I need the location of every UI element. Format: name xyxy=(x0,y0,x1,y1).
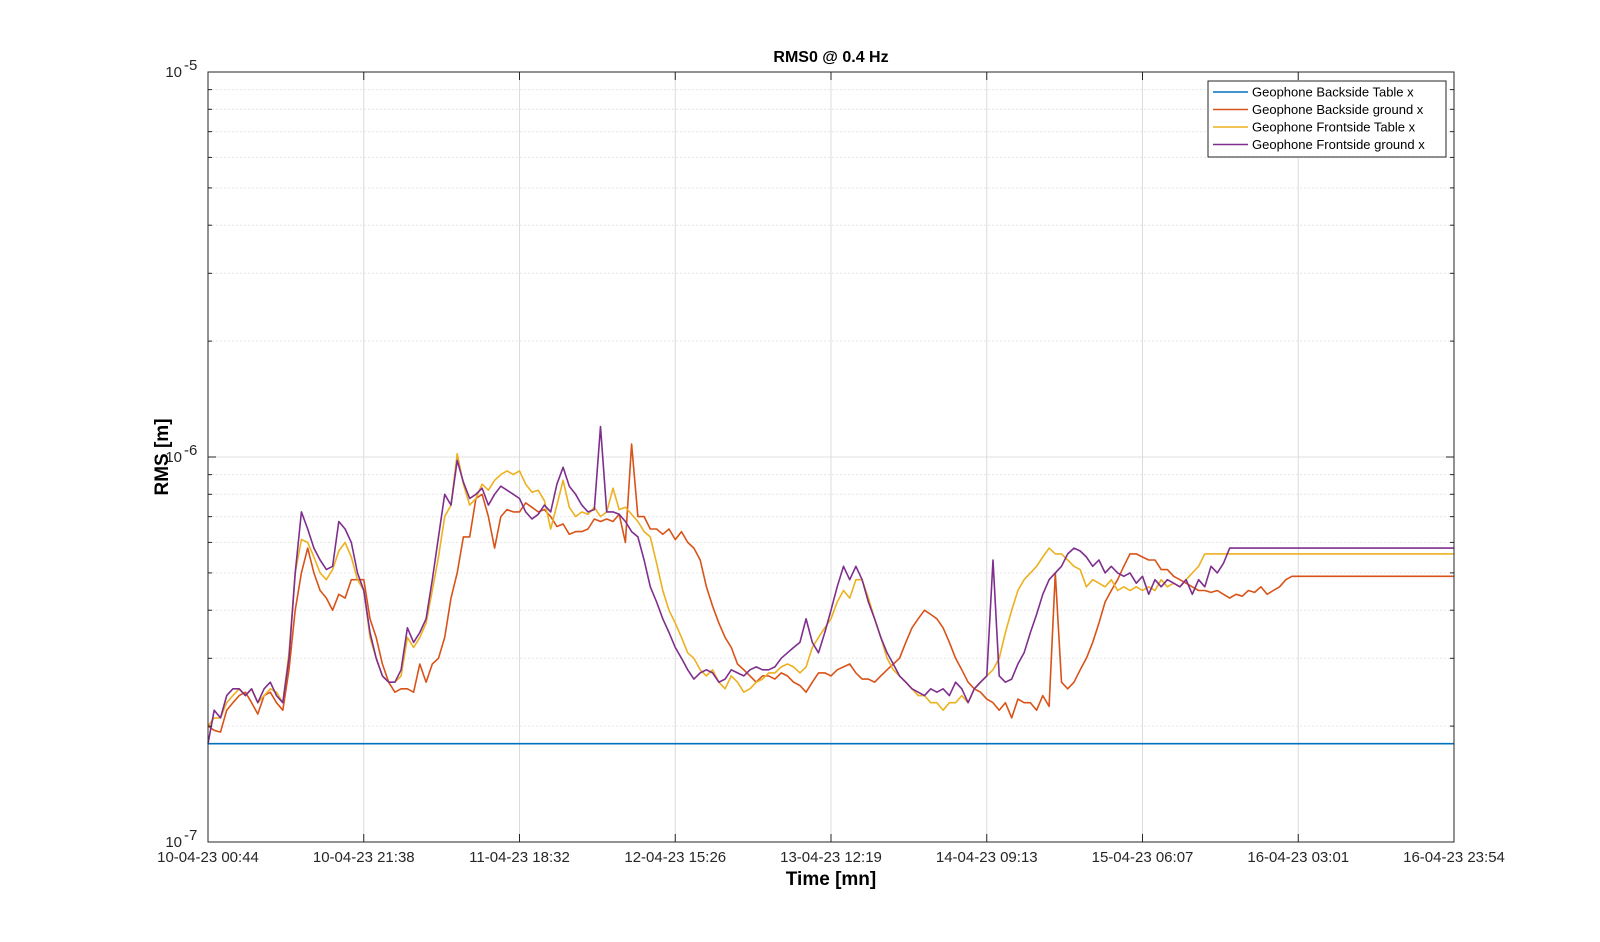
y-tick-label-exponent: -6 xyxy=(184,442,197,459)
x-tick-label: 10-04-23 00:44 xyxy=(157,849,259,866)
x-tick-label: 16-04-23 03:01 xyxy=(1247,849,1349,866)
series-lines xyxy=(207,425,1454,745)
x-tick-label: 16-04-23 23:54 xyxy=(1403,849,1505,866)
legend-label: Geophone Backside Table x xyxy=(1252,85,1414,100)
series-line-2 xyxy=(207,443,1454,733)
y-tick-label: 10 xyxy=(165,449,182,466)
legend: Geophone Backside Table x Geophone Backsi… xyxy=(1207,80,1447,158)
x-tick-label: 14-04-23 09:13 xyxy=(936,849,1038,866)
y-tick-label: 10 xyxy=(165,834,182,851)
legend-label: Geophone Frontside ground x xyxy=(1252,137,1425,152)
y-tick-labels: 10-710-610-5 xyxy=(165,57,197,851)
legend-label: Geophone Backside ground x xyxy=(1252,102,1424,117)
grid-lines xyxy=(208,71,1454,842)
series-line-4 xyxy=(207,425,1454,744)
y-tick-label-exponent: -5 xyxy=(184,57,197,74)
y-tick-label-exponent: -7 xyxy=(184,827,197,844)
y-axis-label: RMS [m] xyxy=(152,418,173,495)
x-tick-label: 13-04-23 12:19 xyxy=(780,849,882,866)
chart-title: RMS0 @ 0.4 Hz xyxy=(773,49,888,66)
x-tick-label: 11-04-23 18:32 xyxy=(469,849,570,866)
x-tick-label: 10-04-23 21:38 xyxy=(313,849,415,866)
x-tick-label: 15-04-23 06:07 xyxy=(1092,849,1194,866)
legend-label: Geophone Frontside Table x xyxy=(1252,120,1416,135)
y-tick-label: 10 xyxy=(165,64,182,81)
series-line-3 xyxy=(207,452,1454,727)
x-tick-label: 12-04-23 15:26 xyxy=(624,849,726,866)
x-tick-labels: 10-04-23 00:44 10-04-23 21:38 11-04-23 18:… xyxy=(157,849,1505,866)
axis-ticks xyxy=(207,71,1455,842)
x-axis-label: Time [mn] xyxy=(786,869,876,890)
